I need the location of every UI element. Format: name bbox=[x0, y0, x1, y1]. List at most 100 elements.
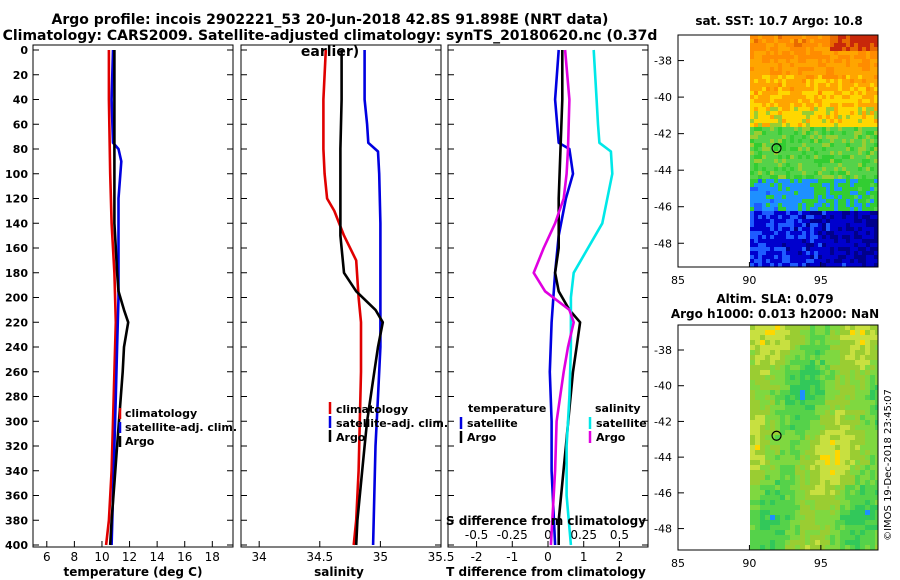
map-cell bbox=[760, 430, 766, 436]
map-cell bbox=[782, 235, 787, 240]
map-cell bbox=[765, 330, 771, 336]
map-cell bbox=[826, 71, 831, 76]
map-cell bbox=[845, 355, 851, 361]
map-cell bbox=[798, 107, 803, 112]
map-cell bbox=[794, 103, 799, 108]
map-cell bbox=[846, 119, 851, 124]
map-cell bbox=[778, 171, 783, 176]
map-cell bbox=[800, 385, 806, 391]
map-cell bbox=[775, 390, 781, 396]
map-cell bbox=[834, 187, 839, 192]
map-cell bbox=[838, 223, 843, 228]
map-cell bbox=[806, 139, 811, 144]
map-cell bbox=[782, 107, 787, 112]
map-cell bbox=[838, 51, 843, 56]
map-cell bbox=[770, 460, 776, 466]
map-cell bbox=[814, 199, 819, 204]
map-cell bbox=[778, 163, 783, 168]
map-cell bbox=[846, 227, 851, 232]
map-cell bbox=[850, 395, 856, 401]
map-cell bbox=[798, 75, 803, 80]
map-cell bbox=[770, 167, 775, 172]
map-cell bbox=[750, 525, 756, 531]
map-cell bbox=[778, 219, 783, 224]
map-cell bbox=[806, 175, 811, 180]
map-cell bbox=[865, 425, 871, 431]
map-cell bbox=[855, 375, 861, 381]
map-cell bbox=[795, 515, 801, 521]
map-cell bbox=[862, 255, 867, 260]
map-cell bbox=[845, 430, 851, 436]
map-cell bbox=[790, 490, 796, 496]
map-cell bbox=[822, 95, 827, 100]
map-cell bbox=[770, 111, 775, 116]
map-x-tick-label: 85 bbox=[671, 274, 685, 287]
map-cell bbox=[858, 131, 863, 136]
x-tick-label: 8 bbox=[71, 550, 79, 564]
map-cell bbox=[790, 211, 795, 216]
map-cell bbox=[766, 259, 771, 264]
map-cell bbox=[778, 91, 783, 96]
map-cell bbox=[818, 95, 823, 100]
map-cell bbox=[790, 255, 795, 260]
map-cell bbox=[755, 485, 761, 491]
map-cell bbox=[798, 123, 803, 128]
map-cell bbox=[765, 535, 771, 541]
map-cell bbox=[770, 400, 776, 406]
map-cell bbox=[750, 191, 755, 196]
map-cell bbox=[850, 415, 856, 421]
map-cell bbox=[842, 263, 847, 267]
map-cell bbox=[855, 340, 861, 346]
map-cell bbox=[870, 43, 875, 48]
map-cell bbox=[874, 191, 878, 196]
map-cell bbox=[770, 259, 775, 264]
map-cell bbox=[858, 43, 863, 48]
map-cell bbox=[810, 191, 815, 196]
map-cell bbox=[770, 71, 775, 76]
map-cell bbox=[838, 79, 843, 84]
map-cell bbox=[798, 95, 803, 100]
map-cell bbox=[850, 530, 856, 536]
map-cell bbox=[750, 143, 755, 148]
map-cell bbox=[870, 55, 875, 60]
map-cell bbox=[774, 147, 779, 152]
map-cell bbox=[860, 390, 866, 396]
map-cell bbox=[794, 59, 799, 64]
map-cell bbox=[810, 59, 815, 64]
map-cell bbox=[838, 63, 843, 68]
map-cell bbox=[845, 365, 851, 371]
map-cell bbox=[755, 520, 761, 526]
map-cell bbox=[826, 143, 831, 148]
map-cell bbox=[870, 67, 875, 72]
map-cell bbox=[870, 400, 876, 406]
map-cell bbox=[765, 420, 771, 426]
map-cell bbox=[806, 87, 811, 92]
map-y-tick-label: -46 bbox=[654, 201, 672, 214]
map-cell bbox=[755, 455, 761, 461]
map-cell bbox=[840, 335, 846, 341]
map-cell bbox=[874, 123, 878, 128]
map-cell bbox=[765, 490, 771, 496]
map-cell bbox=[794, 55, 799, 60]
map-cell bbox=[754, 111, 759, 116]
map-cell bbox=[862, 155, 867, 160]
map-cell bbox=[830, 325, 836, 331]
map-cell bbox=[794, 231, 799, 236]
map-cell bbox=[830, 251, 835, 256]
map-cell bbox=[874, 207, 878, 212]
map-cell bbox=[810, 505, 816, 511]
map-cell bbox=[760, 405, 766, 411]
map-cell bbox=[754, 139, 759, 144]
map-cell bbox=[802, 243, 807, 248]
map-cell bbox=[802, 35, 807, 40]
map-cell bbox=[854, 147, 859, 152]
map-cell bbox=[854, 231, 859, 236]
map-cell bbox=[802, 211, 807, 216]
map-cell bbox=[782, 179, 787, 184]
map-cell bbox=[870, 143, 875, 148]
map-cell bbox=[820, 495, 826, 501]
map-cell bbox=[806, 235, 811, 240]
map-cell bbox=[770, 380, 776, 386]
map-cell bbox=[822, 155, 827, 160]
map-cell bbox=[840, 515, 846, 521]
